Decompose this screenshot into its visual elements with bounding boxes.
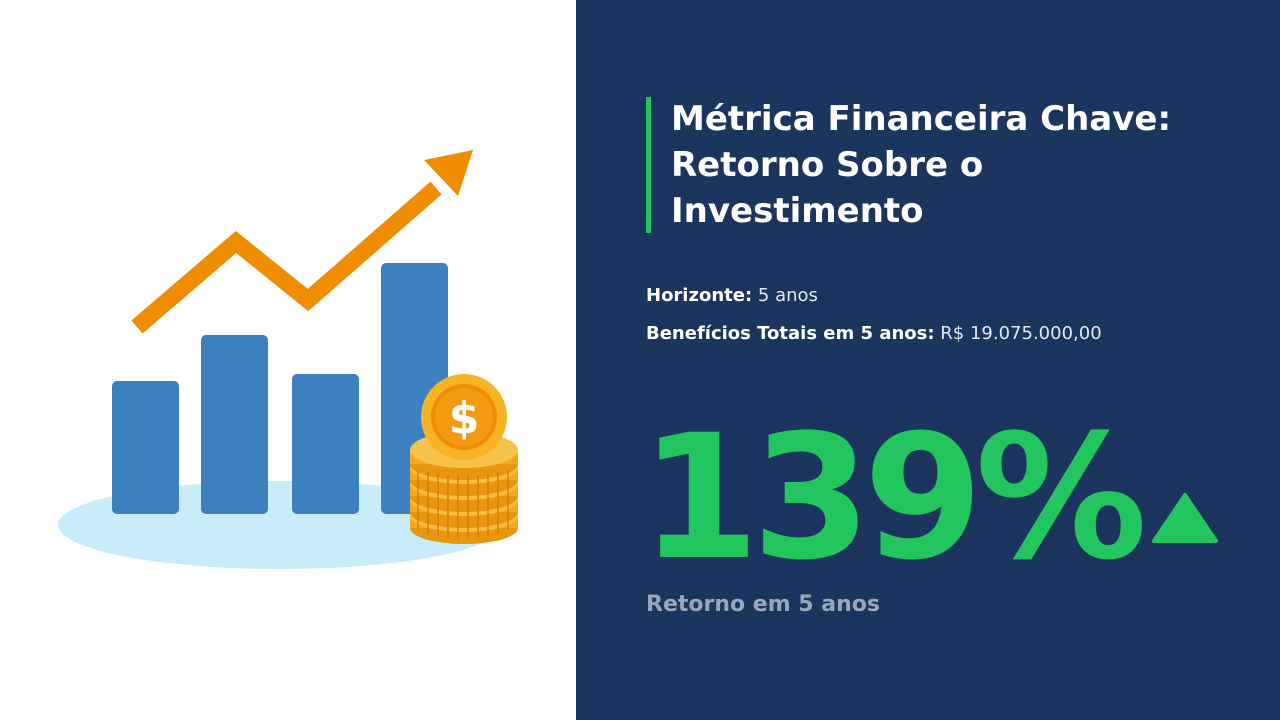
info-horizon-value: 5 anos [757,285,818,306]
title-accent-bar: Métrica Financeira Chave: Retorno Sobre … [646,97,1211,233]
content-panel: Métrica Financeira Chave: Retorno Sobre … [576,0,1280,720]
illustration-panel: $ [0,0,576,720]
dollar-coin-icon: $ [421,374,507,460]
chart-bar-1 [112,381,179,514]
roi-value: 139% [640,397,1147,598]
slide-title: Métrica Financeira Chave: Retorno Sobre … [671,99,1172,231]
growth-chart-illustration: $ [58,150,518,569]
chart-bar-3 [292,374,359,514]
roi-caption: Retorno em 5 anos [646,592,880,617]
up-triangle-icon [1152,493,1218,543]
trend-arrow-icon [131,150,473,334]
info-total-benefits-value: R$ 19.075.000,00 [940,323,1102,344]
info-horizon: Horizonte: 5 anos [646,285,818,306]
chart-bar-2 [201,335,268,514]
coin-stack-icon [410,432,518,544]
dollar-sign: $ [449,393,480,444]
info-total-benefits-label: Benefícios Totais em 5 anos: [646,323,935,344]
info-horizon-label: Horizonte: [646,285,753,306]
info-total-benefits: Benefícios Totais em 5 anos: R$ 19.075.0… [646,323,1102,344]
